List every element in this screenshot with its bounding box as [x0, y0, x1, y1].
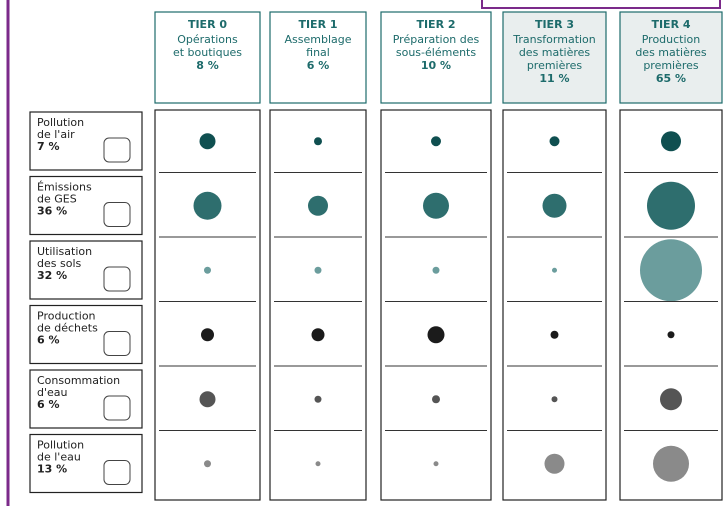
bubble — [551, 396, 558, 403]
bubble — [542, 193, 567, 218]
row-share: 32 % — [37, 269, 67, 282]
tier-column — [502, 109, 607, 501]
tier-label: Opérations — [177, 33, 238, 46]
tier-header — [269, 11, 367, 104]
tier-header — [154, 11, 261, 104]
tier-name: TIER 4 — [651, 18, 690, 31]
bubble — [552, 267, 557, 273]
row-label: d'eau — [37, 386, 68, 399]
bubble — [647, 181, 695, 230]
row-share: 7 % — [37, 140, 60, 153]
tier-name: TIER 3 — [535, 18, 574, 31]
row-label: Utilisation — [37, 245, 92, 258]
tier-label: sous-éléments — [396, 46, 476, 59]
bubble — [550, 330, 559, 339]
row-label: Pollution — [37, 116, 84, 129]
row-label-box — [29, 369, 143, 429]
bubble — [640, 239, 702, 302]
row-icon — [103, 460, 131, 485]
tier-header — [619, 11, 723, 104]
bubble — [201, 328, 214, 342]
tier-label: des matières — [635, 46, 707, 59]
tier-share: 11 % — [539, 72, 569, 85]
bubble — [204, 266, 211, 274]
row-label-box — [29, 304, 143, 365]
tier-share: 6 % — [307, 59, 330, 72]
tier-label: Préparation des — [393, 33, 480, 46]
tier-label: des matières — [519, 46, 591, 59]
bubble — [433, 461, 439, 467]
tier-name: TIER 1 — [298, 18, 337, 31]
tier-name: TIER 0 — [188, 18, 227, 31]
frame-box — [481, 0, 721, 9]
row-label: Émissions — [37, 181, 92, 194]
tier-label: Assemblage — [285, 33, 352, 46]
tier-label: final — [306, 46, 330, 59]
tier-label: Production — [642, 33, 701, 46]
row-label: Consommation — [37, 374, 120, 387]
row-label-box — [29, 175, 143, 236]
bubble — [204, 460, 211, 468]
bubble — [660, 388, 682, 411]
bubble — [653, 445, 689, 482]
row-icon — [103, 331, 131, 356]
bubble — [431, 136, 441, 147]
bubble — [199, 133, 216, 150]
tier-name: TIER 2 — [416, 18, 455, 31]
tier-header — [380, 11, 492, 104]
row-label-box — [29, 433, 143, 494]
tier-label: premières — [643, 59, 699, 72]
tier-column — [619, 109, 723, 501]
row-label: de l'air — [37, 128, 75, 141]
tier-column — [269, 109, 367, 501]
bubble — [193, 191, 222, 220]
bubble — [314, 395, 322, 403]
bubble — [667, 331, 675, 339]
bubble — [549, 136, 560, 147]
tier-share: 65 % — [656, 72, 686, 85]
row-icon — [103, 137, 131, 163]
bubble — [308, 195, 328, 216]
row-share: 36 % — [37, 205, 67, 218]
bubble — [432, 266, 440, 274]
tier-share: 8 % — [196, 59, 219, 72]
row-share: 6 % — [37, 398, 60, 411]
row-label: des sols — [37, 257, 81, 270]
tier-column — [380, 109, 492, 501]
bubble — [661, 131, 681, 152]
tier-label: Transformation — [512, 33, 596, 46]
row-label-box — [29, 240, 143, 300]
bubble — [314, 137, 322, 146]
bubble — [199, 391, 216, 408]
row-icon — [103, 266, 131, 292]
row-share: 13 % — [37, 463, 67, 476]
tier-header — [502, 11, 607, 104]
bubble — [311, 328, 325, 342]
bubble — [315, 461, 321, 467]
tier-label: premières — [527, 59, 583, 72]
tier-label: et boutiques — [173, 46, 242, 59]
row-label: Pollution — [37, 439, 84, 452]
bubble — [544, 453, 565, 474]
bubble — [432, 395, 440, 404]
row-icon — [103, 395, 131, 421]
bubble — [427, 326, 445, 344]
row-share: 6 % — [37, 334, 60, 347]
tier-column — [154, 109, 261, 501]
row-label: de GES — [37, 193, 77, 206]
tier-share: 10 % — [421, 59, 451, 72]
bubble — [423, 192, 449, 219]
row-label-box — [29, 111, 143, 171]
row-label: Production — [37, 310, 96, 323]
row-label: de déchets — [37, 322, 98, 335]
row-icon — [103, 202, 131, 227]
row-label: de l'eau — [37, 451, 81, 464]
bubble — [314, 266, 322, 274]
